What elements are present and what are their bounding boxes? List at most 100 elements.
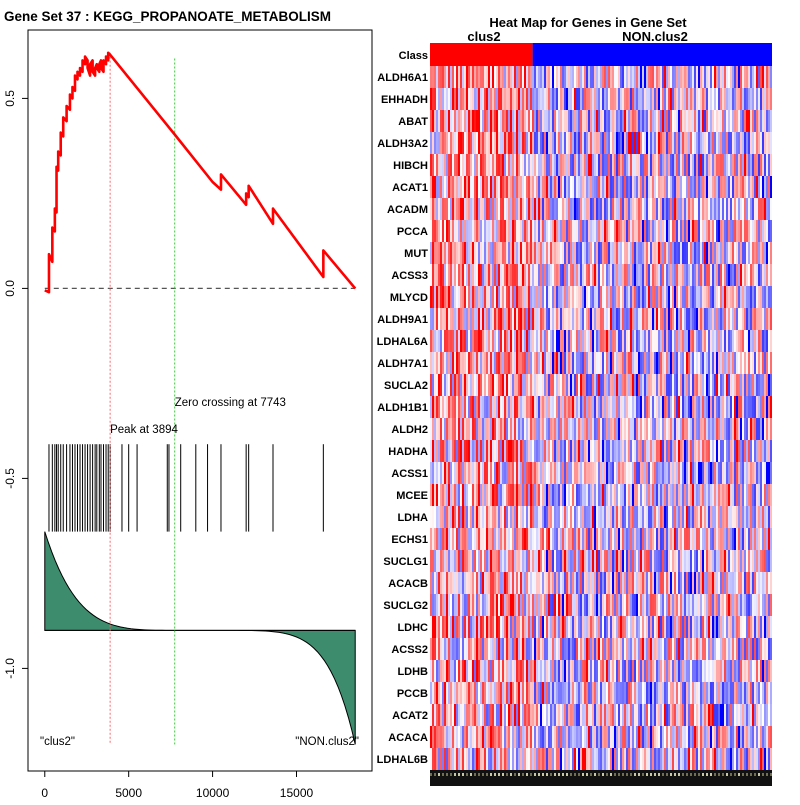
heatmap-cell	[434, 462, 436, 484]
heatmap-cell	[672, 572, 674, 594]
heatmap-cell	[646, 484, 648, 506]
heatmap-cell	[704, 286, 706, 308]
heatmap-cell	[604, 176, 606, 198]
heatmap-cell	[506, 528, 508, 550]
heatmap-cell	[432, 594, 434, 616]
heatmap-cell	[476, 660, 478, 682]
heatmap-cell	[666, 264, 668, 286]
heatmap-cell	[534, 660, 536, 682]
heatmap-cell	[692, 462, 694, 484]
heatmap-cell	[490, 176, 492, 198]
heatmap-cell	[512, 330, 514, 352]
heatmap-cell	[698, 352, 700, 374]
heatmap-cell	[666, 66, 668, 88]
heatmap-cell	[572, 462, 574, 484]
heatmap-cell	[682, 132, 684, 154]
heatmap-cell	[438, 330, 440, 352]
heatmap-cell	[552, 242, 554, 264]
heatmap-cell	[686, 638, 688, 660]
heatmap-cell	[524, 132, 526, 154]
heatmap-cell	[612, 330, 614, 352]
heatmap-cell	[444, 682, 446, 704]
right-class-label: "NON.clus2"	[295, 736, 359, 748]
heatmap-cell	[548, 506, 550, 528]
heatmap-cell	[602, 550, 604, 572]
heatmap-cell	[734, 88, 736, 110]
heatmap-cell	[460, 484, 462, 506]
heatmap-cell	[554, 308, 556, 330]
heatmap-cell	[442, 528, 444, 550]
heatmap-cell	[510, 154, 512, 176]
heatmap-cell	[694, 176, 696, 198]
heatmap-cell	[450, 352, 452, 374]
heatmap-cell	[654, 66, 656, 88]
heatmap-cell	[528, 242, 530, 264]
heatmap-cell	[476, 484, 478, 506]
heatmap-cell	[434, 220, 436, 242]
heatmap-panel: Heat Map for Genes in Gene Set clus2 NON…	[377, 15, 772, 786]
heatmap-cell	[662, 220, 664, 242]
heatmap-cell	[750, 506, 752, 528]
heatmap-cell	[574, 264, 576, 286]
heatmap-cell	[560, 440, 562, 462]
heatmap-cell	[464, 374, 466, 396]
heatmap-cell	[650, 198, 652, 220]
heatmap-cell	[566, 242, 568, 264]
heatmap-cell	[480, 220, 482, 242]
heatmap-cell	[460, 110, 462, 132]
heatmap-cell	[638, 484, 640, 506]
heatmap-cell	[598, 198, 600, 220]
heatmap-cell	[544, 374, 546, 396]
heatmap-cell	[604, 528, 606, 550]
heatmap-cell	[440, 308, 442, 330]
heatmap-cell	[506, 594, 508, 616]
heatmap-cell	[742, 132, 744, 154]
heatmap-cell	[656, 352, 658, 374]
heatmap-cell	[524, 308, 526, 330]
heatmap-cell	[748, 484, 750, 506]
heatmap-cell	[684, 462, 686, 484]
heatmap-cell	[470, 198, 472, 220]
heatmap-cell	[766, 374, 768, 396]
heatmap-cell	[752, 286, 754, 308]
heatmap-cell	[536, 396, 538, 418]
heatmap-cell	[482, 462, 484, 484]
heatmap-cell	[436, 506, 438, 528]
heatmap-cell	[512, 176, 514, 198]
heatmap-cell	[438, 594, 440, 616]
heatmap-cell	[502, 462, 504, 484]
heatmap-cell	[622, 66, 624, 88]
heatmap-cell	[544, 176, 546, 198]
heatmap-cell	[466, 682, 468, 704]
heatmap-cell	[646, 396, 648, 418]
heatmap-cell	[608, 154, 610, 176]
heatmap-title: Heat Map for Genes in Gene Set	[489, 15, 687, 30]
heatmap-cell	[522, 660, 524, 682]
heatmap-cell	[482, 352, 484, 374]
heatmap-cell	[566, 66, 568, 88]
heatmap-cell	[470, 88, 472, 110]
heatmap-cell	[556, 660, 558, 682]
heatmap-cell	[560, 660, 562, 682]
heatmap-cell	[676, 308, 678, 330]
heatmap-cell	[752, 396, 754, 418]
heatmap-cell	[550, 682, 552, 704]
heatmap-cell	[458, 176, 460, 198]
heatmap-cell	[502, 440, 504, 462]
heatmap-cell	[706, 440, 708, 462]
heatmap-cell	[712, 88, 714, 110]
heatmap-cell	[542, 286, 544, 308]
heatmap-cell	[494, 88, 496, 110]
peak-label: Peak at 3894	[110, 424, 178, 436]
heatmap-cell	[468, 660, 470, 682]
heatmap-cell	[540, 264, 542, 286]
heatmap-cell	[740, 308, 742, 330]
heatmap-cell	[556, 572, 558, 594]
heatmap-cell	[502, 176, 504, 198]
heatmap-cell	[684, 484, 686, 506]
heatmap-cell	[574, 660, 576, 682]
heatmap-cell	[664, 418, 666, 440]
heatmap-cell	[514, 682, 516, 704]
heatmap-cell	[622, 462, 624, 484]
heatmap-cell	[682, 198, 684, 220]
